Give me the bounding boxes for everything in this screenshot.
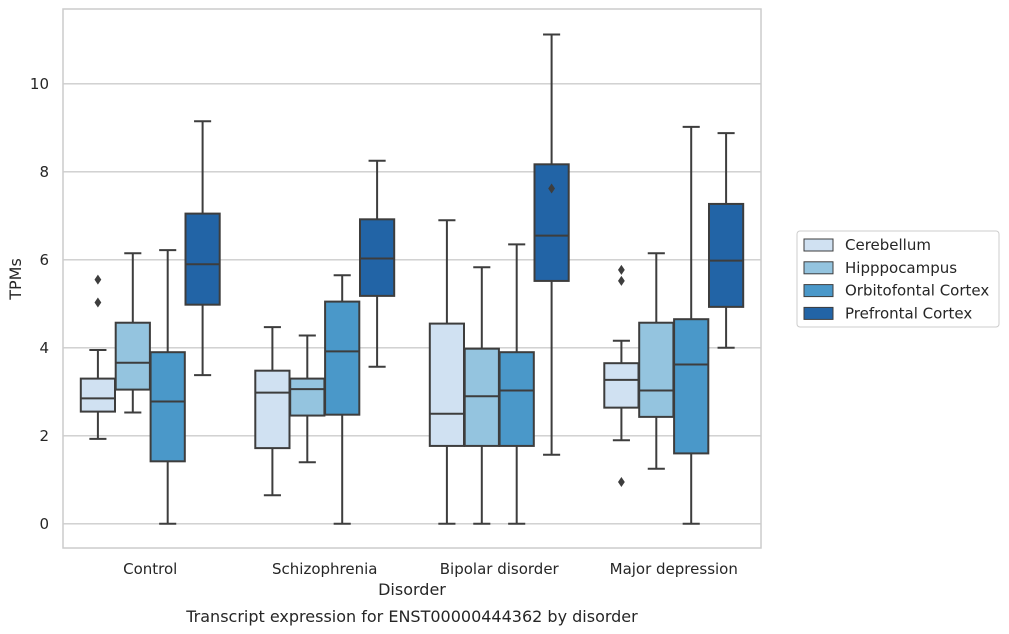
box-2-2 [289, 334, 326, 464]
y-tick-label: 2 [39, 427, 49, 445]
box-plots [79, 33, 745, 525]
legend-swatch [803, 261, 834, 275]
box-body [114, 321, 151, 391]
box-body [498, 351, 535, 447]
box-3-3 [498, 243, 535, 525]
box-4-4 [707, 132, 745, 349]
box-body [289, 377, 326, 417]
x-tick-label: Schizophrenia [272, 560, 377, 578]
box-3-1 [149, 249, 186, 525]
x-axis-label: Disorder [378, 580, 446, 599]
legend: Cerebellum Hipppocampus Orbitofontal Corte… [796, 230, 1000, 328]
box-4-2 [358, 159, 396, 368]
box-body [707, 202, 745, 308]
legend-frame [796, 230, 1000, 328]
box-1-3 [428, 219, 466, 525]
legend-entry-label: Prefrontal Cortex [845, 304, 972, 322]
box-3-2 [324, 274, 361, 525]
y-tick-label: 6 [39, 251, 49, 269]
legend-swatch [803, 306, 834, 320]
box-1-4 [603, 264, 640, 487]
box-body [603, 362, 640, 409]
x-tick-label: Major depression [610, 560, 738, 578]
outlier-point [548, 183, 555, 194]
box-body [638, 321, 675, 418]
box-2-4 [638, 252, 675, 470]
plot-area-frame [62, 8, 762, 549]
box-4-3 [533, 33, 570, 456]
y-tick-label: 10 [30, 75, 49, 93]
y-tick-label: 4 [39, 339, 49, 357]
legend-swatch [803, 284, 834, 298]
box-1-1 [79, 274, 117, 440]
outlier-point [618, 275, 625, 286]
box-1-2 [254, 326, 291, 497]
y-axis-label: TPMs [6, 258, 25, 301]
y-tick-label: 8 [39, 163, 49, 181]
box-body [673, 318, 710, 455]
chart-caption: Transcript expression for ENST0000044436… [185, 607, 638, 626]
x-tick-labels: Control Schizophrenia Bipolar disorder Majo… [123, 560, 738, 578]
box-body [184, 212, 221, 306]
box-2-3 [463, 266, 500, 525]
box-body [463, 347, 500, 447]
legend-entry-label: Hipppocampus [845, 259, 957, 277]
x-tick-label: Control [123, 560, 177, 578]
outlier-point [94, 274, 102, 285]
outlier-point [618, 264, 625, 275]
box-body [149, 351, 186, 463]
outlier-point [94, 297, 102, 308]
outlier-point [618, 477, 625, 487]
legend-entry-label: Cerebellum [845, 236, 931, 254]
box-4-1 [184, 120, 221, 377]
box-2-1 [114, 252, 151, 414]
box-body [533, 163, 570, 282]
box-body [324, 300, 361, 416]
legend-entry-label: Orbitofontal Cortex [845, 282, 989, 300]
box-body [254, 369, 291, 450]
box-body [428, 322, 466, 447]
box-3-4 [673, 125, 710, 525]
x-tick-label: Bipolar disorder [440, 560, 560, 578]
y-tick-labels: 0 2 4 6 8 10 [30, 75, 49, 533]
legend-swatch [803, 238, 834, 252]
box-body [79, 377, 117, 413]
y-tick-label: 0 [39, 515, 49, 533]
